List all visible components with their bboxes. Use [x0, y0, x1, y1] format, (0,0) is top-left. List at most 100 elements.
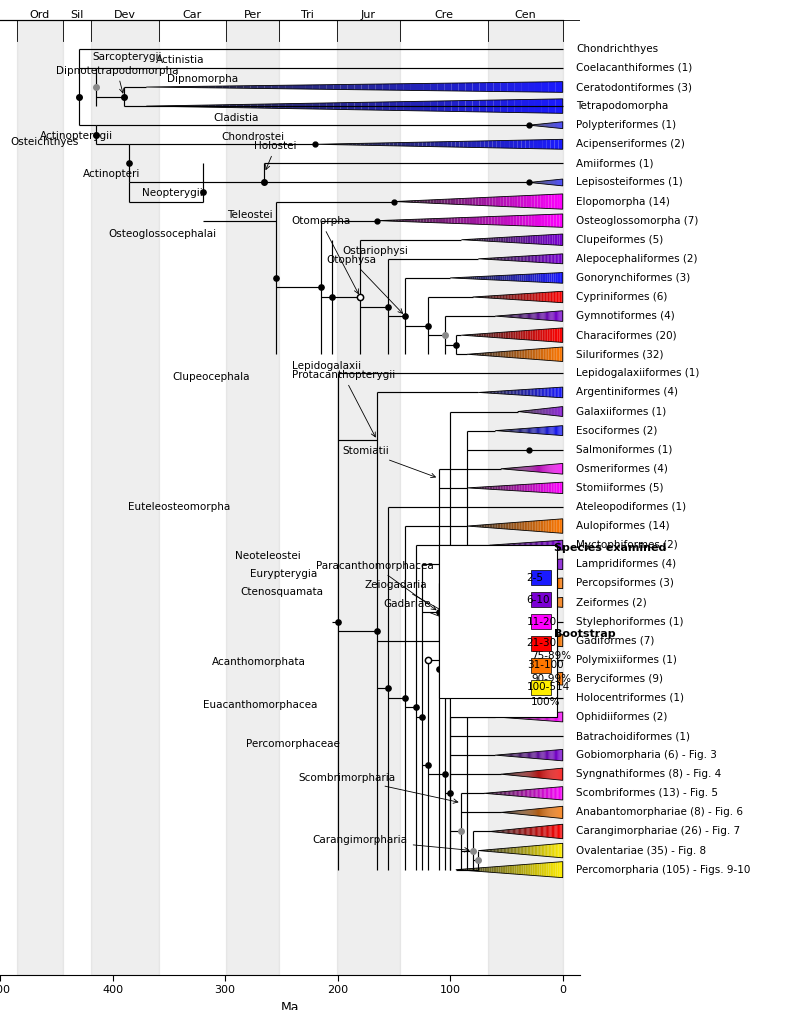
- Polygon shape: [540, 541, 541, 548]
- Polygon shape: [542, 139, 546, 148]
- Text: Actinopteri: Actinopteri: [83, 169, 141, 179]
- Polygon shape: [382, 84, 389, 90]
- Polygon shape: [538, 329, 539, 340]
- Polygon shape: [558, 843, 560, 857]
- Polygon shape: [533, 466, 534, 472]
- Polygon shape: [521, 428, 522, 432]
- Polygon shape: [539, 484, 541, 492]
- Polygon shape: [533, 349, 534, 360]
- Polygon shape: [522, 772, 523, 777]
- Polygon shape: [431, 101, 437, 111]
- Polygon shape: [542, 580, 543, 587]
- Polygon shape: [538, 520, 539, 531]
- Polygon shape: [499, 276, 501, 281]
- Polygon shape: [548, 234, 549, 244]
- Polygon shape: [509, 140, 513, 148]
- Polygon shape: [555, 426, 556, 435]
- Polygon shape: [531, 484, 533, 492]
- Polygon shape: [538, 674, 540, 684]
- Polygon shape: [524, 330, 526, 339]
- Polygon shape: [495, 792, 497, 795]
- Polygon shape: [449, 218, 451, 223]
- Polygon shape: [538, 313, 539, 319]
- Text: Ostariophysi: Ostariophysi: [342, 246, 408, 257]
- Text: Tetrapodomorpha: Tetrapodomorpha: [576, 101, 669, 111]
- Polygon shape: [536, 256, 538, 263]
- Polygon shape: [561, 712, 563, 722]
- Polygon shape: [497, 867, 499, 873]
- Polygon shape: [547, 826, 548, 837]
- Polygon shape: [553, 560, 555, 569]
- Polygon shape: [511, 602, 512, 603]
- Polygon shape: [499, 677, 501, 681]
- Polygon shape: [534, 580, 536, 587]
- Polygon shape: [554, 194, 557, 209]
- Polygon shape: [558, 426, 559, 435]
- Polygon shape: [526, 215, 529, 226]
- Polygon shape: [495, 486, 497, 490]
- Polygon shape: [557, 635, 559, 646]
- Polygon shape: [554, 540, 556, 549]
- Polygon shape: [545, 520, 547, 532]
- Polygon shape: [517, 522, 518, 530]
- Polygon shape: [514, 257, 515, 261]
- Polygon shape: [552, 388, 553, 397]
- Polygon shape: [553, 328, 554, 341]
- Polygon shape: [550, 388, 552, 397]
- Polygon shape: [518, 485, 520, 491]
- Polygon shape: [521, 637, 522, 643]
- Polygon shape: [509, 295, 511, 299]
- Polygon shape: [465, 100, 472, 112]
- Polygon shape: [484, 296, 486, 298]
- Text: Chondrostei: Chondrostei: [222, 131, 285, 141]
- Polygon shape: [494, 258, 495, 260]
- Polygon shape: [507, 258, 508, 261]
- Polygon shape: [528, 82, 535, 92]
- Text: Polymixiiformes (1): Polymixiiformes (1): [576, 654, 677, 665]
- Polygon shape: [465, 83, 472, 91]
- Polygon shape: [244, 104, 250, 108]
- Polygon shape: [499, 486, 500, 490]
- Polygon shape: [509, 468, 510, 470]
- Polygon shape: [487, 392, 488, 393]
- Polygon shape: [501, 754, 502, 755]
- Polygon shape: [530, 714, 531, 719]
- Polygon shape: [472, 239, 473, 240]
- Polygon shape: [553, 465, 554, 474]
- Polygon shape: [542, 99, 549, 113]
- Polygon shape: [550, 844, 552, 856]
- Polygon shape: [535, 466, 536, 472]
- Polygon shape: [507, 351, 508, 358]
- Polygon shape: [525, 675, 526, 683]
- Polygon shape: [505, 812, 506, 813]
- Polygon shape: [523, 601, 525, 604]
- Polygon shape: [539, 329, 541, 340]
- Polygon shape: [512, 753, 513, 756]
- Polygon shape: [513, 215, 516, 225]
- Polygon shape: [550, 750, 552, 760]
- Polygon shape: [536, 809, 537, 816]
- Polygon shape: [494, 849, 495, 852]
- Polygon shape: [475, 487, 476, 489]
- Polygon shape: [480, 678, 482, 680]
- Text: Characiformes (20): Characiformes (20): [576, 330, 676, 340]
- Polygon shape: [550, 312, 552, 320]
- Polygon shape: [503, 523, 505, 529]
- Polygon shape: [450, 199, 453, 204]
- Polygon shape: [561, 749, 563, 761]
- Polygon shape: [556, 464, 557, 474]
- Text: Acanthomorphata: Acanthomorphata: [212, 656, 306, 667]
- Polygon shape: [557, 328, 559, 342]
- Polygon shape: [522, 581, 524, 586]
- Polygon shape: [472, 141, 476, 147]
- Polygon shape: [431, 83, 437, 91]
- Polygon shape: [556, 328, 557, 342]
- Polygon shape: [501, 391, 503, 394]
- Polygon shape: [515, 522, 517, 530]
- Polygon shape: [509, 716, 510, 718]
- Polygon shape: [272, 104, 278, 108]
- Polygon shape: [396, 102, 403, 110]
- Polygon shape: [535, 636, 537, 644]
- Polygon shape: [422, 142, 426, 146]
- Polygon shape: [507, 848, 508, 853]
